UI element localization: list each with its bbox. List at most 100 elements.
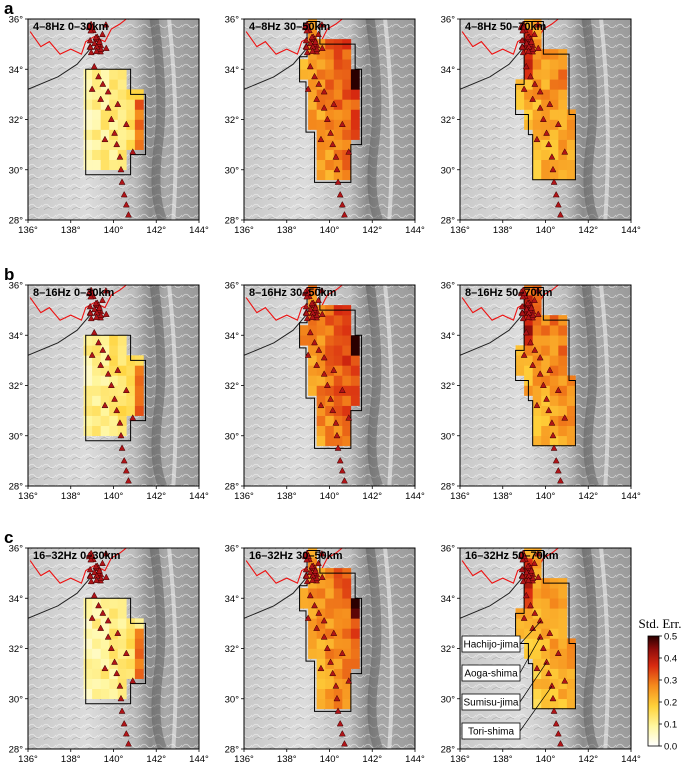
grid-cell	[117, 395, 127, 406]
station-marker	[527, 72, 534, 80]
grid-cell	[83, 159, 93, 171]
grid-cell	[83, 638, 93, 649]
station-marker	[528, 304, 535, 311]
station-marker	[531, 80, 539, 87]
lon-tick-label: 138°	[493, 754, 513, 763]
station-marker	[111, 658, 118, 665]
grid-cell	[342, 385, 352, 396]
grid-cell	[350, 608, 360, 619]
grid-cell	[333, 638, 343, 649]
station-marker	[111, 395, 118, 402]
grid-cell	[117, 159, 127, 171]
grid-cell	[83, 668, 93, 679]
lat-tick-label: 34°	[225, 331, 240, 342]
grid-cell	[333, 325, 343, 336]
grid-cell	[532, 385, 542, 396]
grid-cell	[549, 129, 559, 140]
grid-cell	[558, 129, 568, 140]
grid-cell	[117, 129, 127, 140]
grid-cell	[541, 628, 551, 639]
grid-cell	[109, 648, 119, 659]
grid-cell	[558, 698, 568, 710]
station-marker	[101, 664, 109, 672]
grid-cell	[100, 89, 110, 100]
grid-cell	[83, 628, 93, 639]
grid-cell	[109, 608, 119, 619]
grid-cell	[541, 385, 551, 396]
grid-cell	[350, 89, 360, 100]
grid-cell	[541, 598, 551, 609]
trench-highlight	[167, 548, 178, 749]
grid-cell	[549, 688, 559, 700]
station-marker	[122, 386, 130, 393]
grid-cell	[515, 89, 525, 100]
lon-tick-label: 136°	[450, 754, 470, 763]
grid-cell	[83, 149, 93, 160]
lon-tick-label: 136°	[234, 754, 254, 763]
row-label-b: b	[4, 265, 14, 284]
axis-ticks: 136° 138° 140° 142° 144° 28° 30° 32° 34° 36°	[225, 281, 425, 503]
station-marker	[117, 431, 125, 439]
grid-cell	[333, 59, 343, 70]
grid-cell	[117, 648, 127, 659]
grid-cell	[117, 149, 127, 160]
station-marker	[525, 313, 532, 320]
island-label: Sumisu-jima	[463, 698, 518, 709]
grid-cell	[524, 608, 533, 619]
station-marker	[304, 614, 312, 621]
grid-cell	[308, 69, 317, 80]
grid-cell	[532, 435, 542, 447]
grid-cell	[532, 638, 542, 649]
grid-cell	[134, 638, 144, 649]
station-marker	[539, 115, 547, 122]
grid-cell	[299, 59, 309, 70]
station-marker	[309, 47, 316, 54]
grid-cell	[333, 139, 343, 150]
lon-tick-label: 136°	[18, 225, 38, 236]
station-marker	[311, 338, 318, 346]
grid-cell	[532, 345, 542, 356]
lat-tick-label: 28°	[441, 745, 456, 756]
lat-tick-label: 36°	[441, 544, 456, 555]
grid-cell	[83, 405, 93, 416]
grid-cell	[541, 139, 551, 150]
grid-cell	[109, 688, 119, 700]
grid-cell	[100, 668, 110, 679]
grid-cell	[532, 395, 542, 406]
station-marker	[114, 629, 122, 636]
trench-highlight	[599, 285, 610, 486]
grid-cell	[83, 129, 93, 140]
grid-cell	[316, 49, 326, 60]
grid-cell	[325, 69, 335, 80]
grid-cell	[325, 315, 335, 326]
axis-ticks: 136° 138° 140° 142° 144° 28° 30° 32° 34° 36°	[225, 544, 425, 763]
grid-cell	[308, 325, 317, 336]
grid-cell	[558, 169, 568, 181]
station-marker	[546, 100, 554, 107]
lon-tick-label: 140°	[536, 491, 556, 502]
station-marker	[519, 48, 527, 56]
grid-cell	[549, 79, 559, 90]
grid-cell	[333, 149, 343, 160]
grid-cell	[92, 365, 101, 376]
station-marker	[308, 299, 316, 307]
grid-cell	[109, 618, 119, 629]
grid-cell	[333, 648, 343, 659]
station-marker	[543, 395, 550, 402]
coastline	[29, 285, 127, 321]
station-marker	[320, 633, 328, 640]
lat-tick-label: 30°	[225, 694, 240, 705]
station-marker	[308, 562, 316, 570]
grid-cell	[325, 588, 335, 599]
grid-cell	[117, 608, 127, 619]
grid-cell	[541, 119, 551, 130]
grid-cell	[333, 668, 343, 679]
station-marker	[336, 719, 344, 727]
grid-cell	[342, 618, 352, 629]
station-marker	[561, 677, 569, 684]
grid-cell	[342, 415, 352, 426]
axis-ticks: 136° 138° 140° 142° 144° 28° 30° 32° 34° 36°	[441, 544, 641, 763]
grid-cell	[541, 325, 551, 336]
trench-shade	[365, 548, 383, 749]
